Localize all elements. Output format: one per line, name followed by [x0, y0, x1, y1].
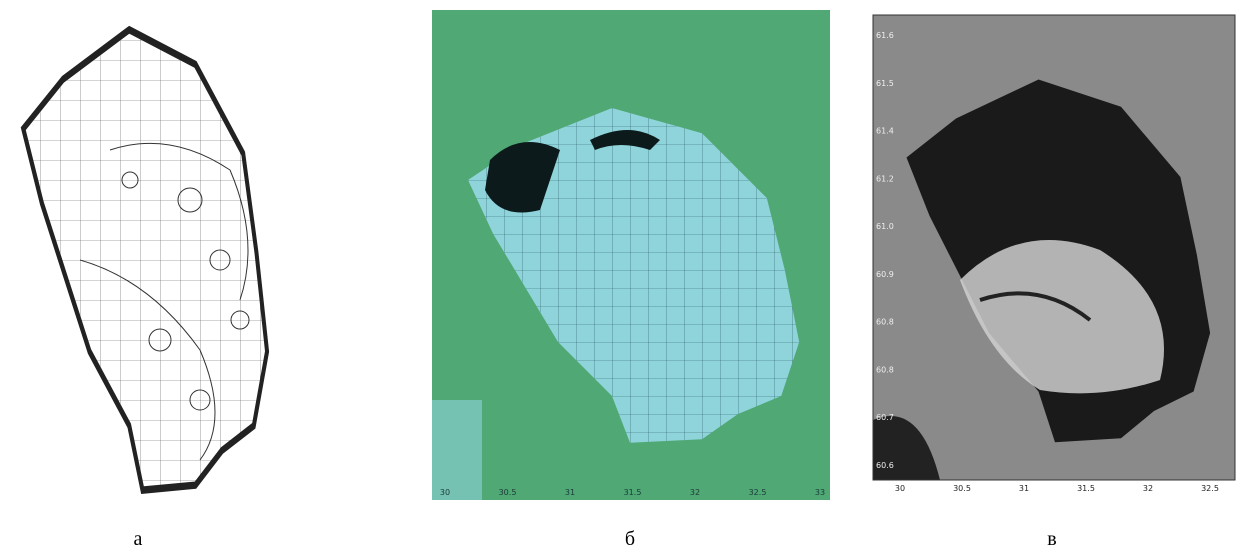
- y-tick-label: 61.6: [876, 31, 894, 40]
- caption: б: [625, 528, 635, 550]
- y-tick-label: 60.8: [876, 365, 894, 374]
- y-tick-label: 60.7: [876, 413, 894, 422]
- x-tick-label: 31.5: [1077, 484, 1095, 493]
- panel-a: [10, 5, 275, 500]
- x-tick-label: 32: [690, 488, 700, 497]
- x-tick-label: 32.5: [1201, 484, 1219, 493]
- caption: в: [1047, 528, 1056, 550]
- x-tick-label: 31: [1019, 484, 1029, 493]
- y-tick-label: 60.6: [876, 461, 894, 470]
- figure: 30 30.5 31 31.5 32 32.5 33 30 30.5 31 31.5 32 32.5 61…: [0, 0, 1245, 555]
- panel-c: [873, 15, 1235, 480]
- y-tick-label: 60.8: [876, 318, 894, 327]
- y-tick-label: 61.5: [876, 79, 894, 88]
- x-tick-label: 31.5: [624, 488, 642, 497]
- y-tick-label: 61.4: [876, 127, 894, 136]
- x-tick-label: 33: [815, 488, 825, 497]
- x-tick-label: 30.5: [499, 488, 517, 497]
- panel-b: [432, 10, 830, 500]
- y-tick-label: 60.9: [876, 270, 894, 279]
- x-tick-label: 32: [1143, 484, 1153, 493]
- x-tick-label: 30.5: [953, 484, 971, 493]
- x-tick-label: 31: [565, 488, 575, 497]
- y-tick-label: 61.2: [876, 174, 894, 183]
- x-tick-label: 30: [440, 488, 450, 497]
- y-tick-label: 61.0: [876, 222, 894, 231]
- x-tick-label: 30: [895, 484, 905, 493]
- x-tick-label: 32.5: [749, 488, 767, 497]
- caption: а: [134, 528, 143, 550]
